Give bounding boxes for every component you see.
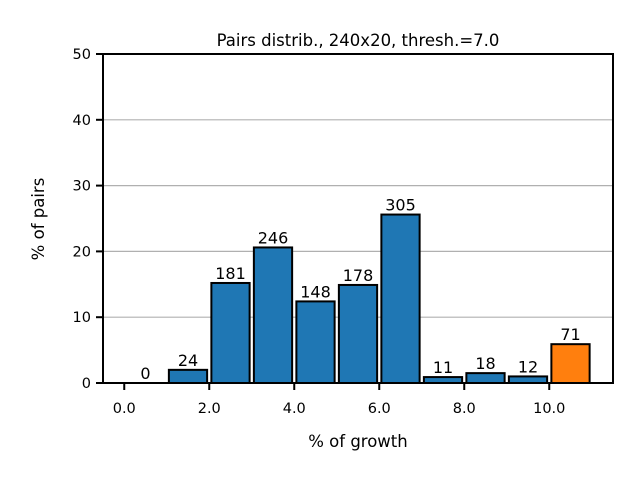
- y-tick-label: 10: [73, 310, 91, 326]
- bar-count-label: 24: [178, 351, 198, 370]
- y-axis-label: % of pairs: [29, 178, 48, 261]
- bar: [295, 300, 336, 384]
- bar-count-label: 11: [433, 358, 453, 377]
- bar-count-label: 0: [140, 364, 150, 383]
- bar-count-label: 181: [215, 264, 246, 283]
- bar: [550, 343, 591, 385]
- plot-frame: [102, 53, 614, 384]
- bar-count-label: 12: [518, 357, 538, 376]
- bar-count-label: 18: [475, 354, 495, 373]
- bar: [210, 281, 251, 385]
- x-tick-label: 0.0: [113, 401, 136, 417]
- x-tick-label: 2.0: [198, 401, 221, 417]
- y-tick-label: 40: [73, 113, 91, 129]
- bar-count-label: 178: [343, 266, 374, 285]
- y-axis-ticks: 0 10 20 30 40 50: [73, 47, 103, 392]
- bar: [380, 213, 421, 384]
- x-axis-label: % of growth: [308, 432, 407, 451]
- bar-count-label: 305: [385, 196, 416, 215]
- chart-title: Pairs distrib., 240x20, thresh.=7.0: [217, 31, 500, 50]
- x-tick-label: 4.0: [283, 401, 306, 417]
- x-tick-label: 6.0: [368, 401, 391, 417]
- data-labels: 0 24 181 246 148 178 305 11 18 12 71: [140, 196, 580, 383]
- bar-count-label: 246: [258, 228, 289, 247]
- bars: [167, 213, 591, 385]
- bar: [465, 372, 506, 385]
- bar-count-label: 148: [300, 282, 331, 301]
- y-tick-label: 30: [73, 179, 91, 195]
- bar: [337, 283, 379, 385]
- x-axis-ticks: 0.0 2.0 4.0 6.0 8.0 10.0: [113, 383, 565, 417]
- x-tick-label: 10.0: [533, 401, 565, 417]
- y-tick-label: 20: [73, 244, 91, 260]
- y-tick-label: 50: [73, 47, 91, 63]
- bar: [167, 368, 209, 384]
- x-tick-label: 8.0: [453, 401, 476, 417]
- bar: [252, 246, 294, 384]
- y-tick-label: 0: [82, 376, 91, 392]
- bar-count-label: 71: [560, 325, 580, 344]
